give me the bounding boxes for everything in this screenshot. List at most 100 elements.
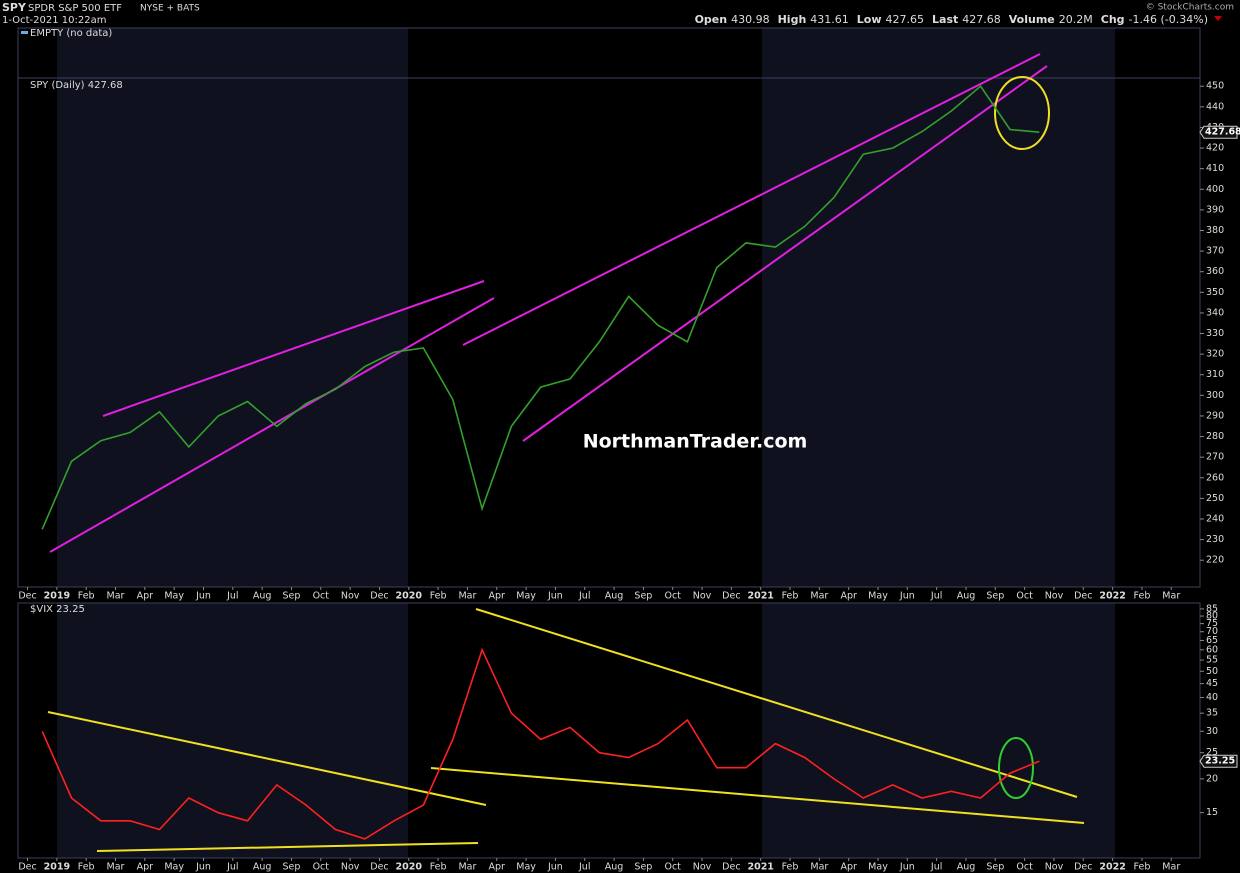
quote-label: Last xyxy=(932,13,958,26)
x-tick-label: Feb xyxy=(1134,862,1151,873)
x-tick-label: Oct xyxy=(1016,591,1033,602)
x-tick-label: Mar xyxy=(1162,591,1180,602)
y-tick-label: 65 xyxy=(1206,635,1218,646)
x-tick-label: Dec xyxy=(18,591,36,602)
quote-label: High xyxy=(778,13,807,26)
quote-value: 430.98 xyxy=(731,13,770,26)
x-tick-label: Apr xyxy=(137,591,154,602)
x-tick-label: Sep xyxy=(986,862,1004,873)
y-tick-label: 280 xyxy=(1206,431,1224,442)
x-tick-label: Aug xyxy=(957,862,976,873)
quote-value: 20.2M xyxy=(1059,13,1093,26)
x-tick-label: Mar xyxy=(458,862,476,873)
x-tick-label: Feb xyxy=(782,862,799,873)
last-value-label: 427.68 xyxy=(1205,127,1240,138)
x-tick-label: Feb xyxy=(782,591,799,602)
x-tick-label: Jul xyxy=(578,591,590,602)
last-value-label: 23.25 xyxy=(1205,756,1235,767)
x-tick-label: Jun xyxy=(195,591,211,602)
x-tick-label: Jul xyxy=(930,862,942,873)
x-tick-label: Nov xyxy=(1045,591,1064,602)
y-tick-label: 35 xyxy=(1206,708,1218,719)
panel-title: EMPTY (no data) xyxy=(30,28,112,39)
quote: Open 430.98 High 431.61 Low 427.65 Last 427.68 V… xyxy=(695,13,1208,26)
y-tick-label: 370 xyxy=(1206,246,1224,257)
credit: © StockCharts.com xyxy=(1146,3,1234,13)
x-tick-label: 2020 xyxy=(396,862,423,873)
y-tick-label: 85 xyxy=(1206,603,1218,614)
x-tick-label: Nov xyxy=(1045,862,1064,873)
x-tick-label: Jun xyxy=(547,591,563,602)
x-tick-label: May xyxy=(516,591,536,602)
last-value-box xyxy=(1199,754,1238,768)
y-tick-label: 230 xyxy=(1206,534,1224,545)
y-tick-label: 240 xyxy=(1206,513,1224,524)
y-tick-label: 420 xyxy=(1206,143,1224,154)
y-tick-label: 330 xyxy=(1206,328,1224,339)
quote-text: Open 430.98 High 431.61 Low 427.65 Last 427.68 V… xyxy=(695,13,1208,26)
x-tick-label: Dec xyxy=(370,862,388,873)
x-tick-label: Mar xyxy=(107,591,125,602)
y-tick-label: 450 xyxy=(1206,81,1224,92)
x-tick-label: Aug xyxy=(253,862,272,873)
y-tick-label: 270 xyxy=(1206,452,1224,463)
x-tick-label: Aug xyxy=(605,862,624,873)
x-tick-label: 2021 xyxy=(747,862,773,873)
x-tick-label: Oct xyxy=(664,862,681,873)
quote-label: Chg xyxy=(1101,13,1125,26)
security-name: SPDR S&P 500 ETF xyxy=(28,3,122,14)
x-tick-label: Oct xyxy=(1016,862,1033,873)
y-tick-label: 380 xyxy=(1206,225,1224,236)
x-tick-label: Dec xyxy=(18,862,36,873)
panel-title: $VIX 23.25 xyxy=(30,604,85,615)
y-tick-label: 320 xyxy=(1206,349,1224,360)
x-tick-label: Aug xyxy=(605,591,624,602)
y-tick-label: 60 xyxy=(1206,644,1218,655)
y-tick-label: 310 xyxy=(1206,369,1224,380)
quote-label: Volume xyxy=(1009,13,1055,26)
quote-label: Open xyxy=(695,13,728,26)
x-tick-label: Jun xyxy=(899,862,915,873)
datetime: 1-Oct-2021 10:22am xyxy=(2,15,106,26)
exchange: NYSE + BATS xyxy=(140,4,200,14)
x-tick-label: Jul xyxy=(930,591,942,602)
x-tick-label: Sep xyxy=(634,862,652,873)
symbol: SPY xyxy=(2,1,27,14)
x-tick-label: Nov xyxy=(341,862,360,873)
x-tick-label: Jul xyxy=(578,862,590,873)
y-tick-label: 360 xyxy=(1206,266,1224,277)
x-tick-label: Mar xyxy=(810,862,828,873)
y-tick-label: 260 xyxy=(1206,472,1224,483)
x-tick-label: Oct xyxy=(313,862,330,873)
x-tick-label: May xyxy=(516,862,536,873)
quote-value: -1.46 (-0.34%) xyxy=(1129,13,1208,26)
y-tick-label: 15 xyxy=(1206,807,1218,818)
x-tick-label: 2022 xyxy=(1099,591,1125,602)
x-tick-label: Jun xyxy=(195,862,211,873)
y-tick-label: 220 xyxy=(1206,555,1224,566)
y-tick-label: 45 xyxy=(1206,678,1218,689)
x-tick-label: Nov xyxy=(693,862,712,873)
x-tick-label: Feb xyxy=(78,591,95,602)
x-tick-label: Dec xyxy=(722,862,740,873)
x-tick-label: 2021 xyxy=(747,591,773,602)
y-tick-label: 250 xyxy=(1206,493,1224,504)
x-tick-label: Apr xyxy=(489,862,506,873)
y-tick-label: 40 xyxy=(1206,692,1218,703)
x-tick-label: May xyxy=(868,591,888,602)
x-tick-label: Sep xyxy=(634,591,652,602)
x-tick-label: 2019 xyxy=(44,862,70,873)
x-tick-label: Oct xyxy=(313,591,330,602)
x-tick-label: Dec xyxy=(722,591,740,602)
price-line xyxy=(41,647,1040,840)
watermark: NorthmanTrader.com xyxy=(583,431,808,453)
y-tick-label: 340 xyxy=(1206,307,1224,318)
x-tick-label: Apr xyxy=(840,591,857,602)
x-tick-label: May xyxy=(164,591,184,602)
y-tick-label: 70 xyxy=(1206,626,1218,637)
y-tick-label: 300 xyxy=(1206,390,1224,401)
y-tick-label: 20 xyxy=(1206,773,1218,784)
x-tick-label: Feb xyxy=(430,591,447,602)
